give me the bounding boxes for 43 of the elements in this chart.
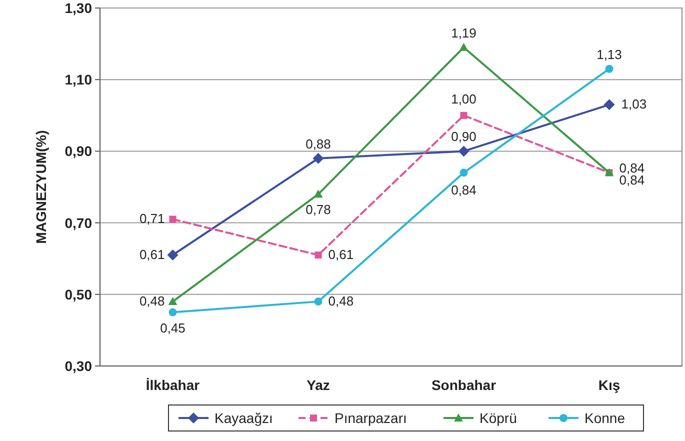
point [169, 216, 176, 223]
data-label: 1,03 [621, 96, 647, 112]
data-label: 0,48 [139, 294, 165, 309]
point [460, 112, 468, 119]
data-label: 0,88 [306, 136, 331, 152]
point [605, 64, 614, 73]
x-tick-label: Yaz [306, 377, 330, 393]
data-label: 1,19 [451, 25, 476, 40]
point [458, 146, 470, 157]
data-label: 1,13 [596, 46, 622, 62]
point [168, 297, 178, 306]
data-label: 0,71 [139, 211, 165, 226]
data-label: 0,61 [328, 247, 354, 262]
y-tick-label: 1,10 [64, 72, 92, 88]
y-tick-label: 1,30 [64, 0, 92, 16]
point [168, 308, 177, 316]
point [314, 190, 323, 198]
point [314, 252, 322, 259]
point [167, 250, 178, 261]
data-label: 0,84 [451, 182, 476, 198]
data-label: 0,48 [328, 294, 354, 309]
point [459, 42, 468, 51]
x-tick-label: Sonbahar [431, 377, 497, 393]
y-axis-title: MAGNEZYUM(%) [33, 130, 49, 244]
y-tick-label: 0,30 [64, 358, 92, 374]
legend-label: Pınarpazarı [334, 410, 407, 426]
point [312, 152, 324, 164]
x-tick-label: İlkbahar [146, 377, 200, 393]
x-tick-label: Kış [598, 377, 620, 393]
point [604, 99, 615, 110]
y-tick-label: 0,50 [64, 286, 92, 302]
point [460, 168, 468, 177]
data-label: 0,45 [160, 320, 186, 336]
y-tick-label: 0,70 [64, 214, 92, 231]
y-tick-label: 0,90 [64, 143, 92, 160]
data-label: 1,00 [451, 91, 476, 106]
legend-label: Kayaağzı [214, 410, 273, 426]
legend-label: Köprü [480, 410, 517, 426]
data-label: 0,90 [451, 129, 476, 144]
data-label: 0,78 [306, 202, 331, 218]
legend-label: Konne [584, 410, 626, 426]
point [314, 298, 322, 306]
data-label: 0,61 [139, 247, 165, 262]
